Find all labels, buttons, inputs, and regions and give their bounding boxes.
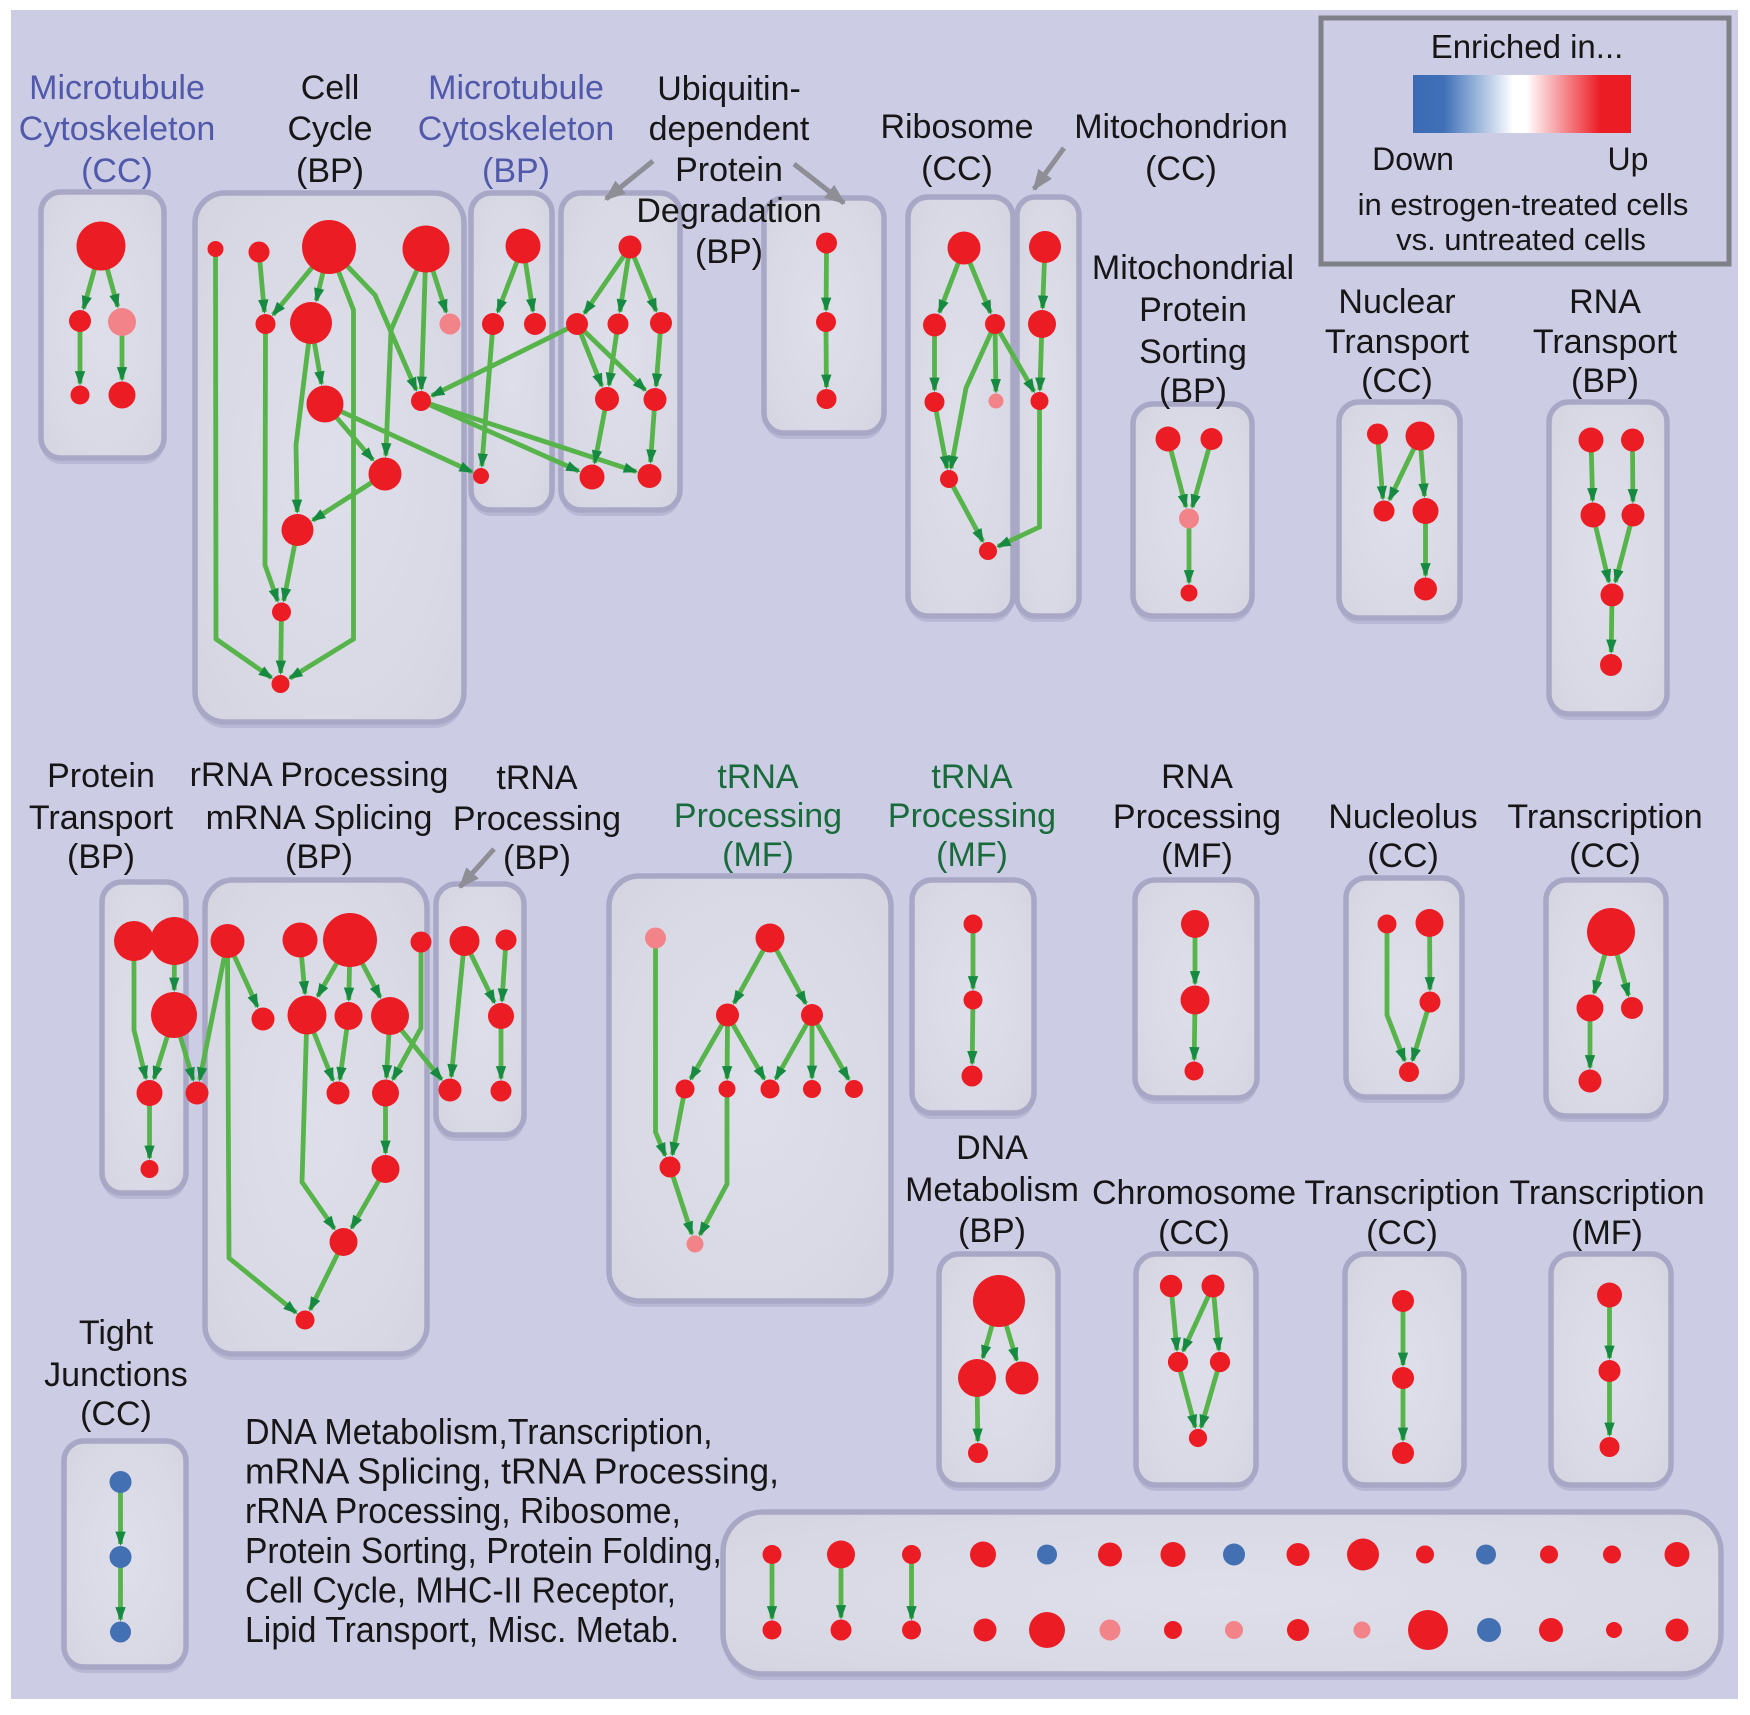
svg-text:Processing: Processing [888, 797, 1056, 835]
svg-text:(BP): (BP) [958, 1212, 1026, 1250]
svg-text:(BP): (BP) [285, 838, 353, 876]
svg-text:Degradation: Degradation [636, 192, 821, 230]
svg-text:Protein: Protein [47, 757, 155, 795]
svg-text:(CC): (CC) [80, 1395, 152, 1433]
svg-text:DNA Metabolism,Transcription,: DNA Metabolism,Transcription, [245, 1411, 713, 1452]
svg-text:Transcription: Transcription [1509, 1174, 1704, 1212]
svg-text:(BP): (BP) [296, 152, 364, 190]
svg-text:(MF): (MF) [722, 836, 794, 874]
svg-text:Microtubule: Microtubule [29, 69, 205, 107]
svg-text:(CC): (CC) [1361, 362, 1433, 400]
svg-text:Cell Cycle, MHC-II Receptor,: Cell Cycle, MHC-II Receptor, [245, 1569, 676, 1610]
svg-text:(MF): (MF) [1161, 837, 1233, 875]
svg-text:Transport: Transport [1533, 323, 1678, 361]
svg-text:Cytoskeleton: Cytoskeleton [19, 110, 216, 148]
svg-text:Junctions: Junctions [44, 1356, 188, 1394]
svg-text:Nuclear: Nuclear [1338, 283, 1455, 321]
svg-text:Ribosome: Ribosome [880, 108, 1033, 146]
svg-text:(BP): (BP) [67, 838, 135, 876]
svg-text:(CC): (CC) [1366, 1214, 1438, 1252]
svg-text:DNA: DNA [956, 1129, 1028, 1167]
svg-text:(CC): (CC) [921, 150, 993, 188]
svg-text:Down: Down [1372, 141, 1454, 177]
svg-text:(BP): (BP) [695, 233, 763, 271]
svg-text:Processing: Processing [674, 797, 842, 835]
svg-text:Lipid Transport, Misc. Metab.: Lipid Transport, Misc. Metab. [245, 1609, 679, 1650]
svg-text:(MF): (MF) [936, 836, 1008, 874]
svg-text:Nucleolus: Nucleolus [1328, 798, 1477, 836]
svg-text:Transport: Transport [29, 799, 174, 837]
svg-text:Protein: Protein [1139, 291, 1247, 329]
svg-text:dependent: dependent [649, 110, 810, 148]
svg-text:Metabolism: Metabolism [905, 1171, 1079, 1209]
svg-text:(CC): (CC) [81, 152, 153, 190]
svg-text:Protein Sorting, Protein Foldi: Protein Sorting, Protein Folding, [245, 1530, 722, 1571]
svg-text:RNA: RNA [1569, 283, 1641, 321]
svg-text:(CC): (CC) [1569, 837, 1641, 875]
svg-text:in estrogen-treated cells: in estrogen-treated cells [1358, 187, 1689, 222]
svg-text:tRNA: tRNA [496, 759, 578, 797]
svg-text:mRNA Splicing: mRNA Splicing [206, 799, 433, 837]
svg-text:Up: Up [1608, 141, 1649, 177]
svg-text:(BP): (BP) [503, 839, 571, 877]
svg-text:Cytoskeleton: Cytoskeleton [418, 110, 615, 148]
svg-text:Ubiquitin-: Ubiquitin- [657, 70, 801, 108]
svg-text:Cell: Cell [301, 69, 360, 107]
svg-text:Processing: Processing [453, 800, 621, 838]
svg-text:Transcription: Transcription [1507, 798, 1702, 836]
svg-text:(CC): (CC) [1145, 150, 1217, 188]
svg-text:(CC): (CC) [1158, 1214, 1230, 1252]
svg-text:Mitochondrion: Mitochondrion [1074, 108, 1288, 146]
svg-text:Protein: Protein [675, 151, 783, 189]
svg-text:Tight: Tight [79, 1314, 154, 1352]
svg-text:tRNA: tRNA [931, 758, 1013, 796]
svg-text:(BP): (BP) [1159, 372, 1227, 410]
svg-text:Processing: Processing [1113, 798, 1281, 836]
svg-text:mRNA Splicing, tRNA Processing: mRNA Splicing, tRNA Processing, [245, 1451, 779, 1492]
svg-text:(MF): (MF) [1571, 1214, 1643, 1252]
svg-text:tRNA: tRNA [717, 758, 799, 796]
svg-text:(BP): (BP) [1571, 362, 1639, 400]
svg-text:Cycle: Cycle [287, 110, 372, 148]
svg-text:Chromosome: Chromosome [1092, 1174, 1296, 1212]
svg-text:(BP): (BP) [482, 152, 550, 190]
svg-text:Sorting: Sorting [1139, 333, 1247, 371]
svg-text:RNA: RNA [1161, 758, 1233, 796]
svg-text:Mitochondrial: Mitochondrial [1092, 249, 1294, 287]
svg-text:vs. untreated cells: vs. untreated cells [1396, 222, 1646, 257]
svg-text:Transcription: Transcription [1304, 1174, 1499, 1212]
svg-text:Transport: Transport [1325, 323, 1470, 361]
svg-text:Microtubule: Microtubule [428, 69, 604, 107]
svg-text:rRNA Processing: rRNA Processing [190, 756, 449, 794]
svg-text:Enriched in...: Enriched in... [1431, 28, 1624, 65]
svg-text:rRNA Processing, Ribosome,: rRNA Processing, Ribosome, [245, 1490, 681, 1531]
svg-text:(CC): (CC) [1367, 837, 1439, 875]
